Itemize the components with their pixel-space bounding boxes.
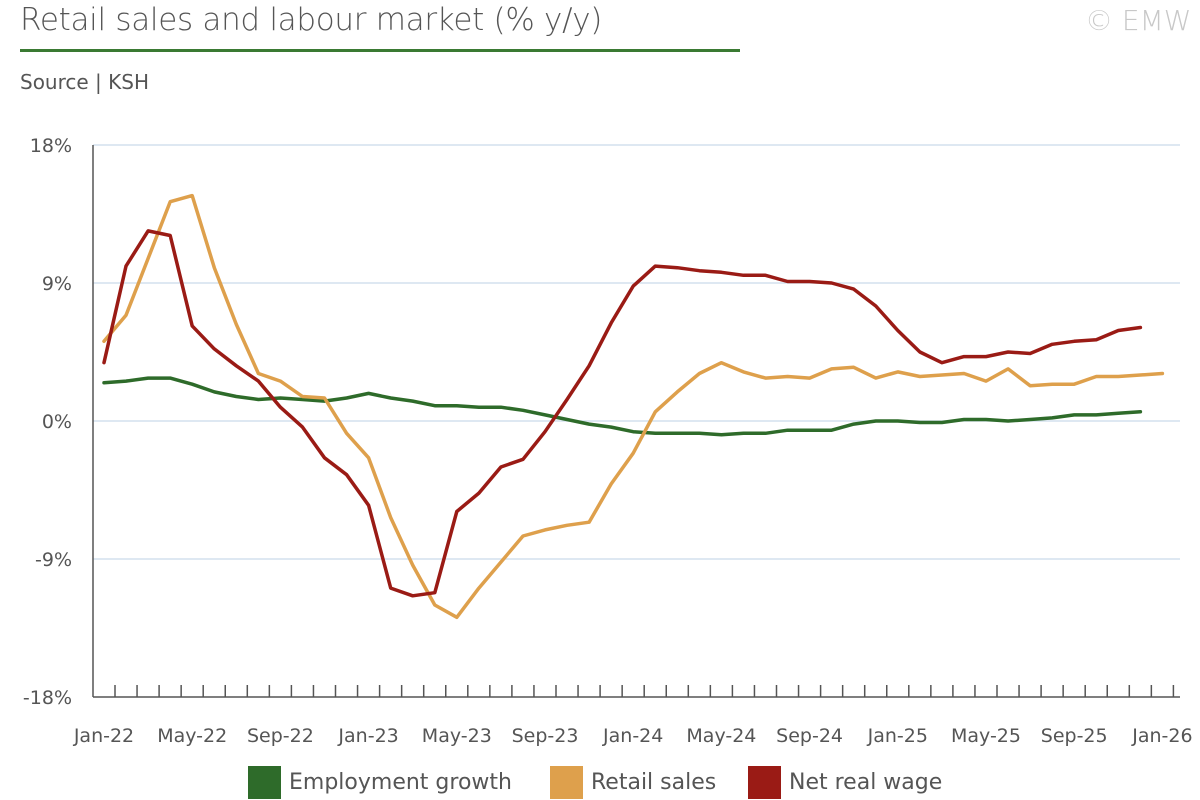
y-tick-label: 9% xyxy=(42,273,72,295)
line-chart: 18% 9% 0% -9% -18%Jan-22 May-22 Sep-22 Jan-23 Ma… xyxy=(23,135,1193,747)
x-tick-label: May-24 xyxy=(686,725,756,747)
x-tick-label: Jan-25 xyxy=(867,725,928,747)
legend-swatch-retail-sales xyxy=(550,766,583,799)
series-line-employment-growth xyxy=(102,376,1143,437)
x-tick-label: Sep-24 xyxy=(776,725,843,747)
x-tick-label: Jan-22 xyxy=(73,725,134,747)
legend-item-retail-sales: Retail sales xyxy=(550,766,716,799)
x-tick-label: Jan-23 xyxy=(337,725,398,747)
legend-swatch-employment-growth xyxy=(248,766,281,799)
x-tick-label: May-22 xyxy=(157,725,227,747)
title-underline xyxy=(20,49,740,52)
x-tick-label: Jan-26 xyxy=(1131,725,1192,747)
y-tick-label: -9% xyxy=(35,549,72,571)
legend-label-net-real-wage: Net real wage xyxy=(789,770,943,795)
legend-item-net-real-wage: Net real wage xyxy=(748,766,942,799)
legend-swatch-net-real-wage xyxy=(748,766,781,799)
x-tick-label: May-25 xyxy=(951,725,1021,747)
x-tick-label: Jan-24 xyxy=(602,725,663,747)
legend-item-employment-growth: Employment growth xyxy=(248,766,512,799)
legend-label-employment-growth: Employment growth xyxy=(289,770,512,795)
x-tick-label: Sep-23 xyxy=(512,725,579,747)
x-tick-label: Sep-25 xyxy=(1041,725,1108,747)
x-tick-label: May-23 xyxy=(422,725,492,747)
x-tick-label: Sep-22 xyxy=(247,725,314,747)
page-title: Retail sales and labour market (% y/y) xyxy=(20,2,603,38)
chart-legend: Employment growth Retail sales Net real … xyxy=(0,766,1200,800)
y-tick-label: 0% xyxy=(42,411,72,433)
y-tick-label: 18% xyxy=(30,135,72,157)
series-line-retail-sales xyxy=(102,193,1165,620)
legend-label-retail-sales: Retail sales xyxy=(591,770,717,795)
source-label: Source | KSH xyxy=(20,70,149,94)
copyright-watermark: © EMW xyxy=(1085,4,1192,37)
series-line-net-real-wage xyxy=(102,229,1143,598)
y-tick-label: -18% xyxy=(23,687,72,709)
